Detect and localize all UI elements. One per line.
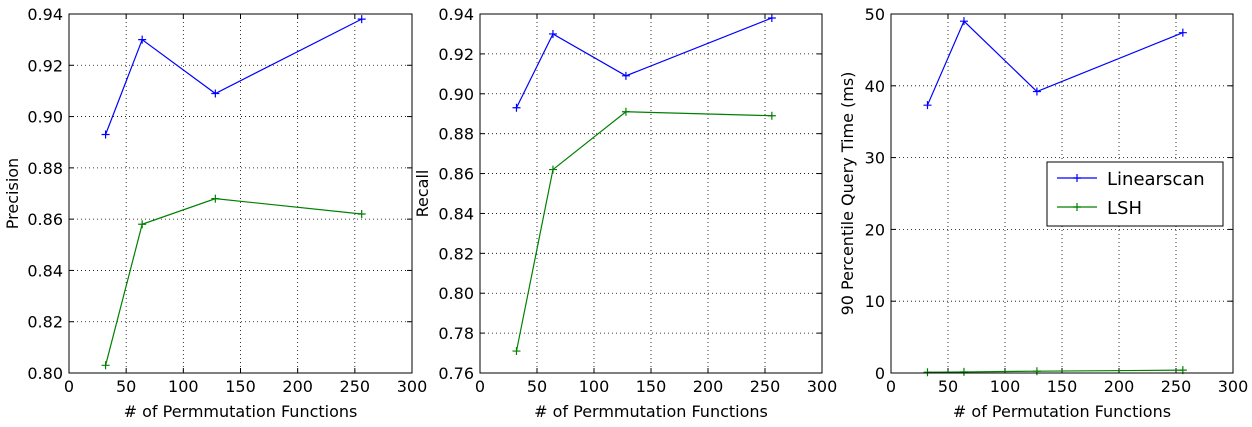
x-axis-label: # of Permmutation Functions	[534, 402, 768, 421]
y-tick-label: 0.80	[438, 284, 474, 303]
chart-panel-3: 0 50 100 150 200 250 300 0 10 20 30 40 50 # of Permut…	[838, 5, 1248, 421]
x-tick-label: 200	[282, 377, 313, 396]
x-tick-label: 50	[116, 377, 136, 396]
data-point	[211, 194, 220, 203]
x-tick-label: 0	[886, 377, 896, 396]
x-tick-label: 250	[340, 377, 371, 396]
x-tick-label: 200	[1104, 377, 1135, 396]
y-tick-label: 0.86	[27, 210, 63, 229]
data-point	[211, 89, 220, 98]
y-tick-label: 0.90	[438, 85, 474, 104]
data-point	[138, 220, 147, 229]
data-point	[767, 13, 776, 22]
x-tick-label: 250	[1161, 377, 1192, 396]
y-tick-label: 0.84	[438, 204, 474, 223]
chart-panel-2: 0 50 100 150 200 250 300 0.76 0.78 0.80 0.82 0.84 0.…	[413, 5, 837, 421]
y-tick-label: 0.88	[27, 159, 63, 178]
data-point	[959, 17, 968, 26]
series-line-2	[515, 111, 772, 352]
y-tick-label: 0.88	[438, 125, 474, 144]
chart-panel-1: 0 50 100 150 200 250 300 0.80 0.82 0.84 0.86 0.88 0.…	[3, 5, 427, 421]
x-tick-label: 250	[750, 377, 781, 396]
data-point	[767, 111, 776, 120]
plot-frame	[479, 13, 823, 374]
y-axis-label: Recall	[413, 170, 432, 218]
x-tick-label: 50	[938, 377, 958, 396]
y-tick-label: 0.84	[27, 261, 63, 280]
y-tick-label: 40	[865, 77, 885, 96]
legend-label: Linearscan	[1107, 169, 1205, 190]
x-tick-label: 150	[1047, 377, 1078, 396]
y-tick-label: 0.76	[438, 364, 474, 383]
y-tick-label: 0.78	[438, 324, 474, 343]
data-point	[621, 107, 630, 116]
x-tick-label: 0	[64, 377, 74, 396]
data-point	[621, 71, 630, 80]
x-tick-label: 300	[1218, 377, 1249, 396]
data-point	[548, 165, 557, 174]
y-tick-label: 0.82	[438, 244, 474, 263]
series-line-2	[105, 198, 362, 366]
legend-label: LSH	[1107, 198, 1142, 219]
x-tick-label: 100	[168, 377, 199, 396]
data-point	[923, 368, 932, 377]
data-point	[101, 130, 110, 139]
y-tick-label: 0.92	[27, 56, 63, 75]
y-tick-label: 20	[865, 220, 885, 239]
plot-frame	[890, 13, 1234, 374]
y-axis-label: Precision	[3, 158, 22, 229]
series-line-1	[515, 17, 773, 109]
x-tick-label: 300	[397, 377, 428, 396]
data-point	[1032, 367, 1041, 376]
y-tick-label: 0.86	[438, 165, 474, 184]
data-point	[548, 29, 557, 38]
x-tick-label: 150	[225, 377, 256, 396]
legend-marker	[1073, 203, 1081, 211]
data-point	[138, 35, 147, 44]
y-tick-label: 0.82	[27, 313, 63, 332]
x-axis-label: # of Permmutation Functions	[124, 402, 358, 421]
plot-frame	[68, 13, 413, 374]
x-tick-label: 150	[636, 377, 667, 396]
x-tick-label: 200	[693, 377, 724, 396]
x-tick-label: 300	[807, 377, 838, 396]
y-tick-label: 10	[865, 292, 885, 311]
series-line-2	[927, 369, 1183, 373]
y-tick-label: 0	[875, 364, 885, 383]
x-tick-label: 50	[527, 377, 547, 396]
data-point	[357, 15, 366, 24]
y-tick-label: 30	[865, 149, 885, 168]
y-tick-label: 0.94	[27, 5, 63, 24]
data-point	[1032, 87, 1041, 96]
y-tick-label: 0.94	[438, 5, 474, 24]
series-line-1	[926, 20, 1184, 106]
y-tick-label: 0.92	[438, 45, 474, 64]
legend-marker	[1073, 174, 1081, 182]
data-point	[512, 347, 521, 356]
y-axis-label: 90 Percentile Query Time (ms)	[838, 72, 857, 316]
data-point	[512, 103, 521, 112]
legend-box	[1046, 161, 1224, 227]
data-point	[959, 367, 968, 376]
x-tick-label: 100	[579, 377, 610, 396]
y-tick-label: 0.90	[27, 108, 63, 127]
y-tick-label: 0.80	[27, 364, 63, 383]
series-line-1	[105, 18, 362, 135]
x-tick-label: 0	[475, 377, 485, 396]
data-point	[923, 101, 932, 110]
legend: Linearscan LSH	[1046, 161, 1224, 227]
data-point	[1178, 28, 1187, 37]
data-point	[101, 361, 110, 370]
data-point	[357, 210, 366, 219]
y-tick-label: 50	[865, 5, 885, 24]
x-tick-label: 100	[990, 377, 1021, 396]
x-axis-label: # of Permutation Functions	[953, 402, 1171, 421]
